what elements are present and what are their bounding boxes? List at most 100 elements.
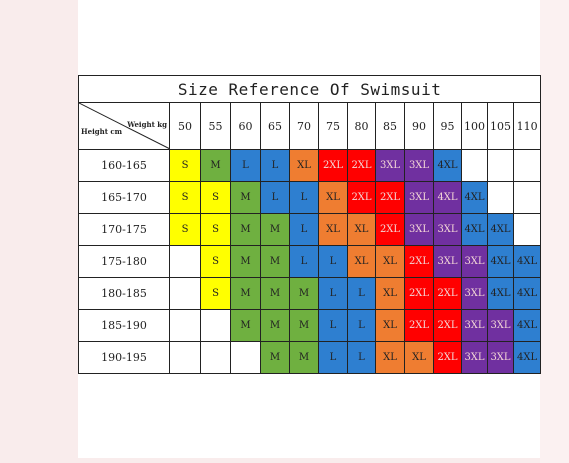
weight-header-cell: 90 [404,102,434,150]
size-label: M [210,160,221,171]
size-cell: 4XL [487,277,514,310]
size-label: 4XL [464,224,485,235]
size-label: 3XL [464,288,485,299]
size-cell: 3XL [404,213,434,246]
size-cell: 3XL [461,277,488,310]
size-cell: 2XL [347,181,376,214]
size-cell: M [289,341,319,374]
size-cell: 4XL [512,277,542,310]
size-cell: L [318,245,348,278]
size-cell [512,149,542,182]
size-cell: S [200,245,231,278]
size-label: 3XL [464,256,485,267]
table-row: 165-170 S S M L L XL 2XL 2XL 3XL 4XL 4XL [78,181,542,214]
size-label: 2XL [408,256,430,267]
size-label: XL [326,192,340,203]
size-cell: M [260,309,290,342]
size-label: S [212,256,219,267]
size-cell: S [169,213,201,246]
height-range-cell: 185-190 [78,309,170,342]
size-label: 2XL [408,288,430,299]
diagonal-divider [79,103,169,149]
size-label: 2XL [379,224,401,235]
size-cell: L [260,149,290,182]
size-cell: 2XL [375,181,405,214]
size-label: 2XL [351,160,372,171]
size-label: S [212,192,219,203]
size-cell: XL [375,277,405,310]
size-label: S [181,224,189,235]
size-label: 3XL [464,352,485,363]
size-label: M [240,288,251,299]
size-cell: 3XL [487,341,514,374]
size-cell [512,213,542,246]
size-cell [230,341,261,374]
size-cell: S [200,277,231,310]
size-label: L [358,288,365,299]
size-cell: 3XL [461,309,488,342]
size-label: M [240,192,251,203]
table-row: 160-165 S M L L XL 2XL 2XL 3XL 3XL 4XL [78,149,542,182]
size-cell: 3XL [375,149,405,182]
size-label: S [181,160,189,171]
size-cell: M [230,181,261,214]
size-label: S [212,288,219,299]
table-row: 170-175 S S M M L XL XL 2XL 3XL 3XL 4XL 4XL [78,213,542,246]
size-cell: L [318,309,348,342]
weight-header-cell: 55 [200,102,231,150]
size-label: L [300,224,308,235]
size-cell [169,277,201,310]
size-label: L [242,160,249,171]
size-label: L [329,288,337,299]
size-label: M [269,320,281,331]
size-label: 4XL [437,160,458,171]
size-cell: 2XL [318,149,348,182]
size-label: M [298,288,310,299]
size-label: 2XL [322,160,344,171]
size-cell: M [260,341,290,374]
size-label: 4XL [517,256,538,267]
weight-header-cell: 50 [169,102,201,150]
size-label: 4XL [437,192,458,203]
height-range-cell: 180-185 [78,277,170,310]
size-cell: M [260,245,290,278]
size-cell: 3XL [461,341,488,374]
size-label: M [240,320,251,331]
size-cell: 4XL [433,149,462,182]
size-label: 3XL [408,224,430,235]
size-cell [169,341,201,374]
size-cell: XL [375,245,405,278]
size-label: 3XL [437,224,458,235]
size-cell: 2XL [375,213,405,246]
size-label: 3XL [379,160,401,171]
size-label: M [269,288,281,299]
size-label: 3XL [490,320,511,331]
height-range-cell: 165-170 [78,181,170,214]
size-label: 4XL [490,224,511,235]
size-cell: M [230,213,261,246]
size-label: M [298,320,310,331]
size-label: XL [297,160,311,171]
size-label: 4XL [464,192,485,203]
weight-header-cell: 110 [512,102,542,150]
size-cell: S [200,213,231,246]
size-label: M [298,352,310,363]
size-cell: 2XL [433,341,462,374]
size-label: 2XL [351,192,372,203]
size-label: 3XL [408,160,430,171]
size-label: XL [412,352,426,363]
size-cell: M [289,277,319,310]
size-cell: 2XL [433,309,462,342]
size-label: M [240,256,251,267]
height-range-cell: 190-195 [78,341,170,374]
size-cell: 2XL [347,149,376,182]
size-label: M [269,256,281,267]
size-cell [487,181,514,214]
size-label: M [240,224,251,235]
size-label: XL [383,288,397,299]
size-cell: S [200,181,231,214]
size-label: L [300,192,308,203]
size-cell: L [230,149,261,182]
weight-header-cell: 60 [230,102,261,150]
size-cell: 4XL [512,309,542,342]
